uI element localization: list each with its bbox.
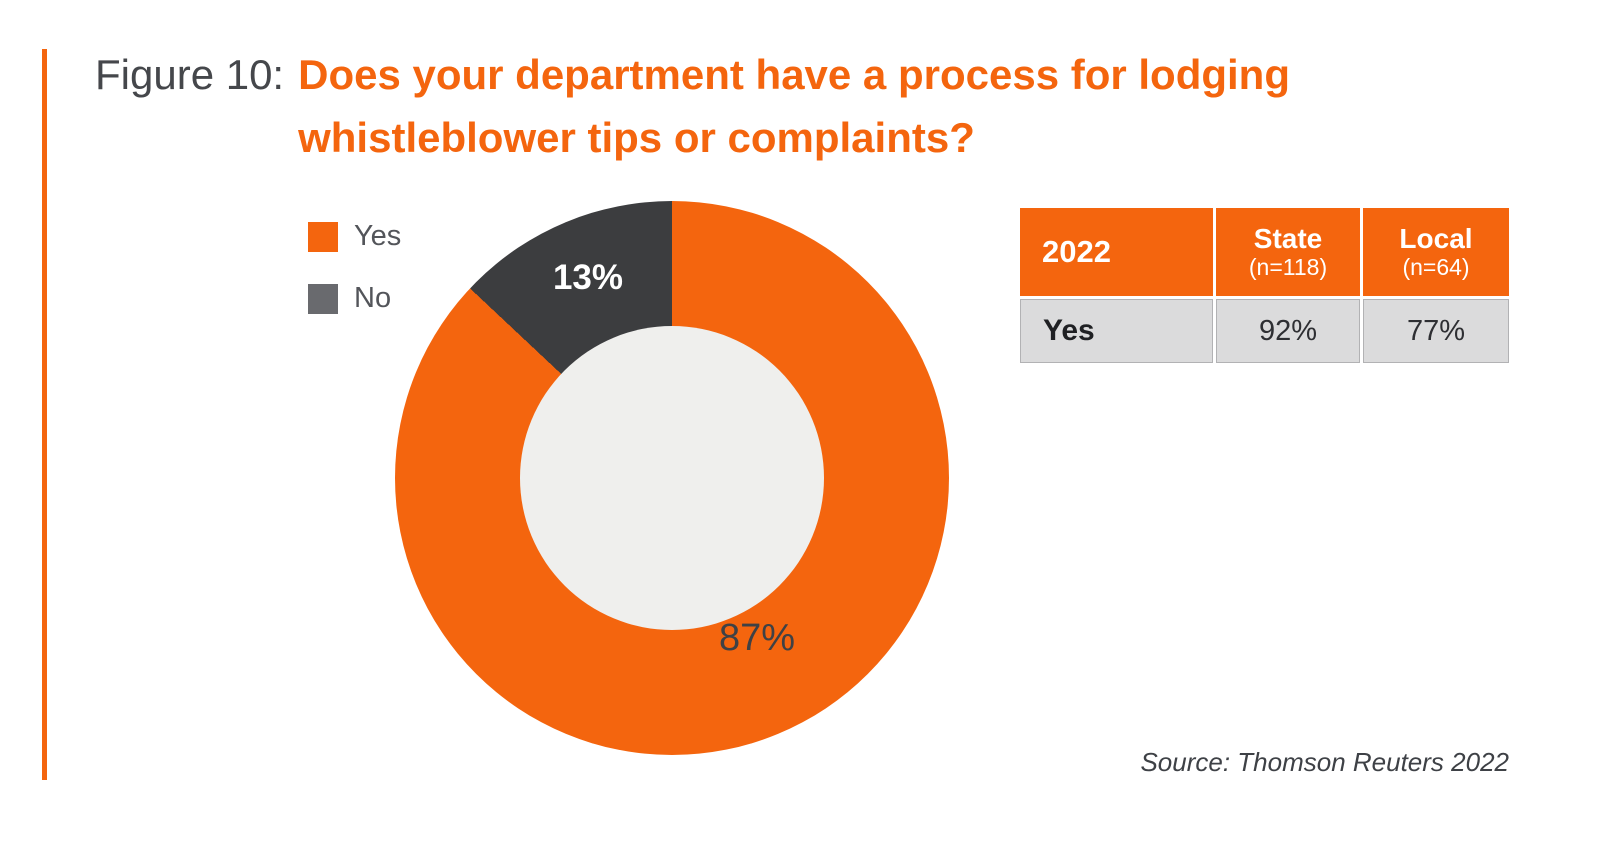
- legend-item-yes: Yes: [308, 220, 401, 253]
- table-header-state: State (n=118): [1216, 208, 1360, 296]
- donut-label-yes: 87%: [718, 617, 796, 659]
- table-header-local: Local (n=64): [1363, 208, 1509, 296]
- figure-question-line1: Does your department have a process for …: [298, 51, 1290, 98]
- table-cell-yes: Yes: [1020, 299, 1213, 363]
- legend-swatch-yes: [308, 221, 338, 252]
- source-attribution: Source: Thomson Reuters 2022: [1140, 747, 1509, 777]
- donut-chart: 13% 87%: [395, 201, 949, 755]
- figure-question: Does your department have a process for …: [298, 43, 1290, 169]
- figure-title: Figure 10: Does your department have a p…: [95, 43, 1290, 169]
- donut-label-no: 13%: [552, 258, 624, 297]
- figure-number: Figure 10:: [95, 51, 285, 98]
- legend-item-no: No: [308, 282, 401, 315]
- legend-label-no: No: [354, 282, 392, 314]
- chart-legend: Yes No: [308, 220, 401, 315]
- table-cell-state-value: 92%: [1216, 299, 1360, 363]
- summary-table: 2022 State (n=118) Local (n=64) Yes 92% …: [1020, 208, 1509, 363]
- figure-question-line2: whistleblower tips or complaints?: [298, 114, 975, 161]
- legend-swatch-no: [308, 283, 338, 314]
- accent-bar: [42, 49, 47, 780]
- legend-label-yes: Yes: [354, 220, 402, 252]
- table-cell-local-value: 77%: [1363, 299, 1509, 363]
- table-header-year: 2022: [1020, 208, 1213, 296]
- donut-hole: [520, 326, 824, 630]
